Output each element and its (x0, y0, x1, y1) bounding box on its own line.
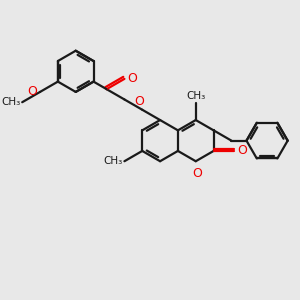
Text: O: O (127, 72, 137, 86)
Text: O: O (27, 85, 37, 98)
Text: CH₃: CH₃ (1, 97, 20, 107)
Text: O: O (192, 167, 202, 180)
Text: CH₃: CH₃ (103, 156, 123, 166)
Text: O: O (134, 95, 144, 108)
Text: O: O (237, 144, 247, 158)
Text: CH₃: CH₃ (186, 91, 206, 101)
